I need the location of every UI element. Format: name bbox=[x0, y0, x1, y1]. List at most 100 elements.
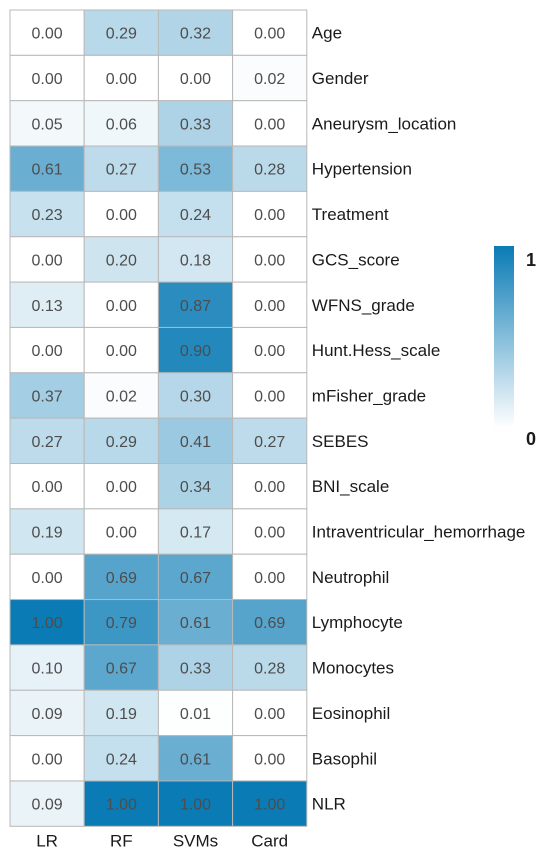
row-labels: Age Gender Aneurysm_location Hypertension Tr… bbox=[312, 24, 526, 814]
row-label-aneurysm-location: Aneurysm_location bbox=[312, 114, 457, 133]
heatmap-cell-mfisher-grade-card bbox=[232, 372, 308, 419]
row-label-sebes: SEBES bbox=[312, 432, 369, 451]
cell-value-hypertension-card: 0.28 bbox=[254, 162, 285, 179]
cell-value-neutrophil-svms: 0.67 bbox=[180, 570, 211, 587]
row-label-hunt-hess-scale: Hunt.Hess_scale bbox=[312, 341, 441, 360]
cell-value-eosinophil-lr: 0.09 bbox=[32, 706, 63, 723]
cell-value-sebes-lr: 0.27 bbox=[32, 434, 63, 451]
heatmap-cell-intraventricular-hemorrhage-rf bbox=[83, 508, 159, 555]
cell-value-nlr-lr: 0.09 bbox=[32, 797, 63, 814]
cell-value-aneurysm-location-lr: 0.05 bbox=[32, 116, 63, 133]
heatmap-cell-eosinophil-card bbox=[232, 689, 308, 737]
cell-value-mfisher-grade-lr: 0.37 bbox=[32, 388, 63, 405]
cell-value-gcs-score-rf: 0.20 bbox=[106, 252, 137, 269]
heatmap-cell-basophil-card bbox=[232, 735, 308, 782]
cell-value-mfisher-grade-rf: 0.02 bbox=[106, 388, 137, 405]
cell-value-nlr-rf: 1.00 bbox=[106, 797, 137, 814]
cell-value-hunt-hess-scale-card: 0.00 bbox=[254, 343, 285, 360]
cell-value-aneurysm-location-card: 0.00 bbox=[254, 116, 285, 133]
heatmap-cell-basophil-rf bbox=[83, 735, 159, 782]
cell-value-hunt-hess-scale-lr: 0.00 bbox=[32, 343, 63, 360]
cell-value-lymphocyte-card: 0.69 bbox=[254, 615, 285, 632]
cell-value-wfns-grade-rf: 0.00 bbox=[106, 298, 137, 315]
row-label-mfisher-grade: mFisher_grade bbox=[312, 386, 426, 405]
cell-value-age-rf: 0.29 bbox=[106, 26, 137, 43]
heatmap-cell-bni-scale-card bbox=[232, 463, 308, 510]
heatmap-cell-age-lr bbox=[9, 9, 85, 56]
cell-value-basophil-card: 0.00 bbox=[254, 751, 285, 768]
cell-value-aneurysm-location-rf: 0.06 bbox=[106, 116, 137, 133]
row-label-hypertension: Hypertension bbox=[312, 160, 412, 179]
row-label-treatment: Treatment bbox=[312, 205, 389, 224]
row-label-gcs-score: GCS_score bbox=[312, 250, 400, 269]
heatmap-cell-lymphocyte-lr bbox=[9, 599, 85, 646]
row-label-lymphocyte: Lymphocyte bbox=[312, 613, 403, 632]
row-label-nlr: NLR bbox=[312, 795, 346, 814]
heatmap-cell-hunt-hess-scale-svms bbox=[157, 326, 234, 374]
heatmap-cell-gender-rf bbox=[83, 54, 159, 102]
cell-value-treatment-card: 0.00 bbox=[254, 207, 285, 224]
heatmap-cell-gcs-score-card bbox=[232, 236, 308, 283]
heatmap-cell-age-svms bbox=[157, 9, 234, 56]
heatmap-cell-wfns-grade-lr bbox=[9, 281, 85, 328]
cell-value-gcs-score-card: 0.00 bbox=[254, 252, 285, 269]
cell-value-age-lr: 0.00 bbox=[32, 26, 63, 43]
column-label-svms: SVMs bbox=[173, 831, 218, 850]
heatmap-cell-bni-scale-rf bbox=[83, 463, 159, 510]
heatmap-cell-intraventricular-hemorrhage-card bbox=[232, 508, 308, 555]
row-label-age: Age bbox=[312, 24, 342, 43]
cell-value-neutrophil-lr: 0.00 bbox=[32, 570, 63, 587]
row-label-gender: Gender bbox=[312, 69, 369, 88]
heatmap-cell-intraventricular-hemorrhage-lr bbox=[9, 508, 85, 555]
column-label-lr: LR bbox=[36, 831, 58, 850]
row-label-monocytes: Monocytes bbox=[312, 659, 394, 678]
cell-value-sebes-card: 0.27 bbox=[254, 434, 285, 451]
cell-value-eosinophil-card: 0.00 bbox=[254, 706, 285, 723]
legend-gradient-bar bbox=[494, 246, 514, 428]
cell-value-intraventricular-hemorrhage-rf: 0.00 bbox=[106, 525, 137, 542]
cell-value-treatment-lr: 0.23 bbox=[32, 207, 63, 224]
heatmap-cell-lymphocyte-card bbox=[232, 599, 308, 646]
heatmap-cell-gcs-score-rf bbox=[83, 236, 159, 283]
cell-value-hunt-hess-scale-svms: 0.90 bbox=[180, 343, 211, 360]
heatmap-cell-treatment-card bbox=[232, 190, 308, 238]
row-label-bni-scale: BNI_scale bbox=[312, 477, 389, 496]
heatmap-cell-treatment-rf bbox=[83, 190, 159, 238]
heatmap-cell-nlr-rf bbox=[83, 780, 159, 827]
column-label-card: Card bbox=[251, 831, 288, 850]
heatmap-cell-treatment-lr bbox=[9, 190, 85, 238]
heatmap-cell-aneurysm-location-card bbox=[232, 100, 308, 147]
heatmap-cell-neutrophil-card bbox=[232, 553, 308, 601]
cell-value-neutrophil-rf: 0.69 bbox=[106, 570, 137, 587]
cell-value-bni-scale-card: 0.00 bbox=[254, 479, 285, 496]
color-legend: 1 0 bbox=[494, 246, 536, 449]
cell-value-monocytes-svms: 0.33 bbox=[180, 661, 211, 678]
heatmap-cell-aneurysm-location-rf bbox=[83, 100, 159, 147]
heatmap-cell-hunt-hess-scale-lr bbox=[9, 326, 85, 374]
cell-value-hypertension-svms: 0.53 bbox=[180, 162, 211, 179]
heatmap-cell-gcs-score-svms bbox=[157, 236, 234, 283]
cell-value-intraventricular-hemorrhage-card: 0.00 bbox=[254, 525, 285, 542]
row-label-eosinophil: Eosinophil bbox=[312, 704, 390, 723]
cell-value-nlr-card: 1.00 bbox=[254, 797, 285, 814]
cell-value-bni-scale-rf: 0.00 bbox=[106, 479, 137, 496]
cell-value-sebes-rf: 0.29 bbox=[106, 434, 137, 451]
heatmap-cell-neutrophil-rf bbox=[83, 553, 159, 601]
heatmap-cell-eosinophil-lr bbox=[9, 689, 85, 737]
cell-value-monocytes-card: 0.28 bbox=[254, 661, 285, 678]
cell-value-bni-scale-lr: 0.00 bbox=[32, 479, 63, 496]
heatmap-cell-nlr-card bbox=[232, 780, 308, 827]
heatmap-cell-gender-card bbox=[232, 54, 308, 102]
cell-value-basophil-rf: 0.24 bbox=[106, 751, 137, 768]
heatmap-cell-age-rf bbox=[83, 9, 159, 56]
legend-max-label: 1 bbox=[526, 250, 536, 270]
heatmap-cell-intraventricular-hemorrhage-svms bbox=[157, 508, 234, 555]
cell-value-gender-card: 0.02 bbox=[254, 71, 285, 88]
cell-value-gcs-score-lr: 0.00 bbox=[32, 252, 63, 269]
column-label-rf: RF bbox=[110, 831, 133, 850]
cell-value-age-svms: 0.32 bbox=[180, 26, 211, 43]
heatmap-cell-wfns-grade-card bbox=[232, 281, 308, 328]
cell-value-hunt-hess-scale-rf: 0.00 bbox=[106, 343, 137, 360]
cell-value-aneurysm-location-svms: 0.33 bbox=[180, 116, 211, 133]
